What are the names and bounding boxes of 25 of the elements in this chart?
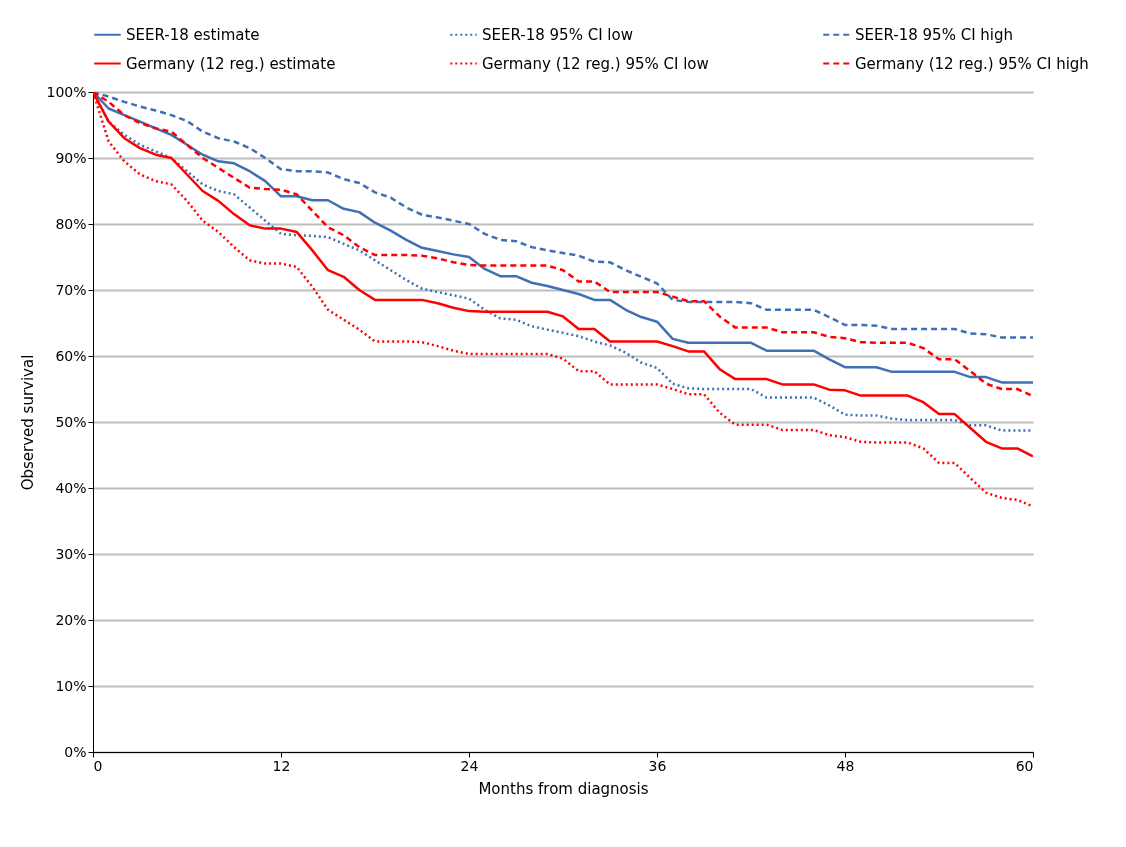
x-tick-label: 60 bbox=[1015, 757, 1034, 774]
legend-label: Germany (12 reg.) 95% CI high bbox=[855, 54, 1089, 73]
y-tick-label: 20% bbox=[55, 611, 87, 628]
x-tick-label: 24 bbox=[460, 757, 479, 774]
y-tick-label: 90% bbox=[55, 149, 87, 166]
y-tick-label: 40% bbox=[55, 479, 87, 496]
legend-label: SEER-18 95% CI low bbox=[482, 25, 633, 44]
y-tick-label: 10% bbox=[55, 677, 87, 694]
y-axis-title: Observed survival bbox=[19, 354, 38, 491]
y-tick-label: 100% bbox=[46, 83, 87, 100]
legend-label: Germany (12 reg.) 95% CI low bbox=[482, 54, 709, 73]
y-tick-label: 60% bbox=[55, 347, 87, 364]
legend-label: Germany (12 reg.) estimate bbox=[126, 54, 336, 73]
x-tick-label: 36 bbox=[648, 757, 667, 774]
y-tick-label: 50% bbox=[55, 413, 87, 430]
legend-label: SEER-18 estimate bbox=[126, 25, 260, 44]
x-tick-label: 12 bbox=[272, 757, 291, 774]
y-tick-label: 0% bbox=[64, 743, 87, 760]
y-tick-label: 80% bbox=[55, 215, 87, 232]
y-tick-label: 30% bbox=[55, 545, 87, 562]
y-tick-label: 70% bbox=[55, 281, 87, 298]
x-axis-title: Months from diagnosis bbox=[478, 779, 649, 798]
x-tick-label: 48 bbox=[836, 757, 855, 774]
legend-label: SEER-18 95% CI high bbox=[855, 25, 1014, 44]
x-tick-label: 0 bbox=[93, 757, 103, 774]
